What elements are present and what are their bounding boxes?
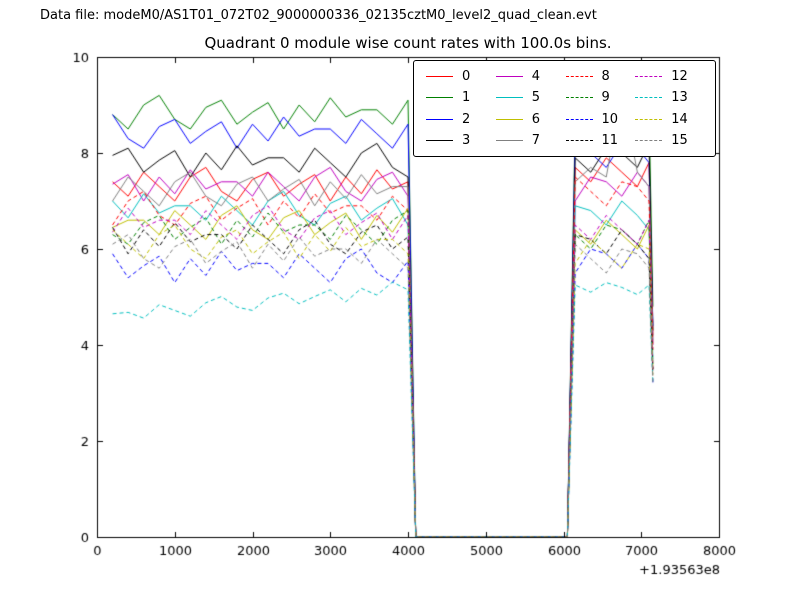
legend-item-label: 8 <box>601 69 610 85</box>
legend-item-label: 6 <box>531 111 541 127</box>
legend-line-sample <box>426 139 453 141</box>
legend-item: 13 <box>635 88 705 108</box>
legend-line-sample <box>635 97 663 99</box>
legend-item: 15 <box>635 130 705 150</box>
legend-item-label: 10 <box>601 111 619 127</box>
legend-line-sample <box>426 118 453 120</box>
legend-item-label: 5 <box>531 90 541 106</box>
legend-line-sample <box>495 76 523 78</box>
legend-item-label: 1 <box>462 90 471 106</box>
legend-line-sample <box>635 118 663 120</box>
legend-item: 11 <box>565 130 636 150</box>
legend-item: 14 <box>635 109 705 129</box>
legend-line-sample <box>565 139 593 141</box>
legend-item: 3 <box>426 130 496 150</box>
legend-item: 5 <box>495 88 566 108</box>
legend-item-label: 12 <box>671 69 688 85</box>
legend-item-label: 0 <box>462 69 471 85</box>
legend-item-label: 9 <box>601 90 610 106</box>
legend-item-label: 13 <box>671 90 688 106</box>
legend-item-label: 11 <box>601 132 619 148</box>
legend-line-sample <box>495 139 523 141</box>
legend-item-label: 7 <box>531 132 541 148</box>
legend-box: 0 1 2 3 4 5 6 7 8 9 10 11 12 13 14 15 <box>413 60 716 157</box>
legend-item: 10 <box>565 109 636 129</box>
legend-line-sample <box>635 76 663 78</box>
legend-item: 6 <box>495 109 566 129</box>
legend-item-label: 2 <box>462 111 471 127</box>
legend-line-sample <box>426 76 453 78</box>
legend-item: 4 <box>495 67 566 87</box>
legend-line-sample <box>565 76 593 78</box>
legend-item: 12 <box>635 67 705 87</box>
legend-item: 7 <box>495 130 566 150</box>
legend-item-label: 15 <box>671 132 688 148</box>
legend-line-sample <box>495 118 523 120</box>
legend-item-label: 14 <box>671 111 688 127</box>
legend-line-sample <box>635 139 663 141</box>
legend-item: 8 <box>565 67 636 87</box>
legend-line-sample <box>426 97 453 99</box>
legend-line-sample <box>565 97 593 99</box>
legend-item: 0 <box>426 67 496 87</box>
legend-line-sample <box>495 97 523 99</box>
legend-item-label: 4 <box>531 69 541 85</box>
legend-line-sample <box>565 118 593 120</box>
legend-item: 2 <box>426 109 496 129</box>
legend-item: 1 <box>426 88 496 108</box>
legend-item: 9 <box>565 88 636 108</box>
legend-item-label: 3 <box>462 132 471 148</box>
